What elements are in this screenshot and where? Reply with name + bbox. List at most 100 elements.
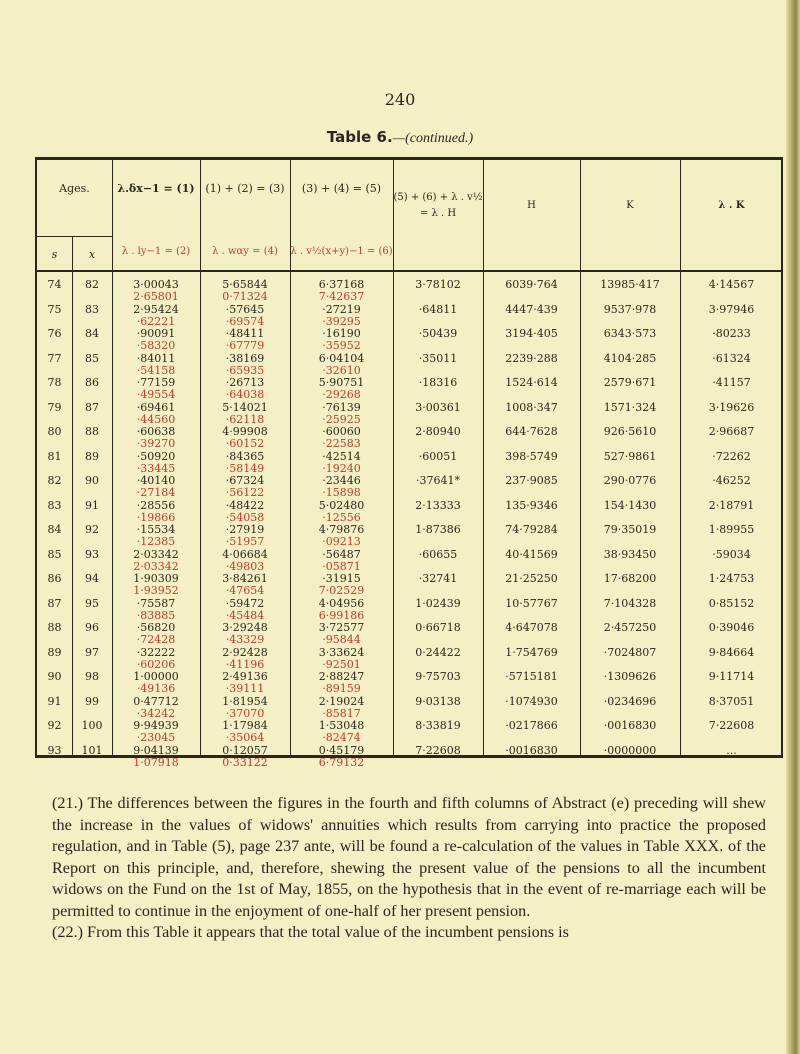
cell-c5: 1·53048 <box>318 719 365 732</box>
cell-K: 2·457250 <box>603 621 657 634</box>
cell-c4: ·41196 <box>225 657 265 671</box>
cell-c5: 2·19024 <box>318 694 365 708</box>
cell-c6: ·35952 <box>322 339 361 352</box>
cell-x: 93 <box>85 547 99 561</box>
cell-s: 82 <box>47 474 62 487</box>
cell-c5: ·31915 <box>322 572 361 585</box>
paragraph-22: (22.) From this Table it appears that th… <box>52 923 569 941</box>
cell-c56: ·50439 <box>418 327 458 340</box>
cell-lK: ·61324 <box>712 351 751 365</box>
cell-c4: ·39111 <box>225 682 265 695</box>
cell-H: 4447·439 <box>505 302 558 316</box>
cell-c56: 1·02439 <box>415 596 461 610</box>
header-col3: (1) + (2) = (3) <box>205 182 285 195</box>
cell-lK: 0·85152 <box>708 596 755 610</box>
cell-H: 1524·614 <box>505 376 558 389</box>
cell-K: 9537·978 <box>603 302 657 316</box>
cell-c2: ·49554 <box>136 388 176 401</box>
cell-s: 93 <box>47 743 62 757</box>
cell-c5: ·76139 <box>322 400 361 414</box>
cell-c6: ·12556 <box>322 510 361 524</box>
cell-c6: 7·42637 <box>318 290 365 303</box>
header-x: x <box>88 248 96 261</box>
cell-c1: ·90091 <box>136 327 176 340</box>
cell-s: 89 <box>47 645 62 659</box>
cell-c4: ·67779 <box>225 339 265 352</box>
cell-H: 4·647078 <box>505 621 558 634</box>
cell-lK: ·59034 <box>712 547 751 561</box>
cell-c5: ·16190 <box>322 327 361 340</box>
header-ages: Ages. <box>59 182 90 195</box>
cell-c5: ·42514 <box>322 449 361 463</box>
cell-c4: ·45484 <box>225 608 265 622</box>
cell-x: 84 <box>85 327 99 340</box>
cell-K: 527·9861 <box>603 449 657 463</box>
cell-c1: ·84011 <box>136 351 176 365</box>
cell-H: 10·57767 <box>505 596 558 610</box>
cell-K: 38·93450 <box>603 547 657 561</box>
cell-c6: 7·02529 <box>318 584 365 597</box>
cell-c6: ·29268 <box>322 388 361 401</box>
cell-c1: ·77159 <box>136 376 176 389</box>
cell-c56: 9·75703 <box>415 670 461 683</box>
cell-c3: 1·17984 <box>222 719 268 732</box>
cell-lK: 1·24753 <box>708 572 755 585</box>
cell-x: 91 <box>85 498 99 512</box>
cell-c4: ·58149 <box>225 461 265 475</box>
cell-c4: ·64038 <box>225 388 265 401</box>
cell-c1: 0·47712 <box>133 694 179 708</box>
cell-x: 89 <box>85 449 99 463</box>
cell-s: 84 <box>47 523 62 536</box>
cell-c4: ·37070 <box>225 706 265 720</box>
cell-lK: 9·11714 <box>708 670 755 683</box>
cell-s: 78 <box>47 376 62 389</box>
cell-c2: ·58320 <box>136 339 176 352</box>
cell-x: 99 <box>85 694 99 708</box>
cell-c1: ·32222 <box>136 645 176 659</box>
cell-c56: 7·22608 <box>415 743 461 757</box>
cell-H: 1·754769 <box>505 645 558 659</box>
cell-c3: ·84365 <box>225 449 265 463</box>
cell-H: 6039·764 <box>505 278 558 291</box>
cell-c3: ·48422 <box>225 498 265 512</box>
cell-K: 290·0776 <box>603 474 657 487</box>
cell-c3: 4·99908 <box>222 425 268 438</box>
cell-c4: ·51957 <box>225 535 265 548</box>
table-title-suffix: —(continued.) <box>392 131 474 146</box>
cell-lK: 2·18791 <box>708 498 755 512</box>
cell-H: 21·25250 <box>505 572 558 585</box>
cell-c5: ·23446 <box>322 474 361 487</box>
cell-c56: 2·13333 <box>415 498 461 512</box>
cell-c2: 1·07918 <box>133 755 179 769</box>
cell-s: 74 <box>47 278 62 291</box>
cell-K: 4104·285 <box>603 351 657 365</box>
cell-c2: ·54158 <box>136 363 176 377</box>
cell-c5: 6·37168 <box>318 278 365 291</box>
cell-c2: 2·03342 <box>133 559 179 573</box>
header-divider <box>37 270 783 272</box>
cell-c1: 2·95424 <box>133 302 179 316</box>
header-col5: (3) + (4) = (5) <box>301 182 382 195</box>
cell-c6: ·15898 <box>322 486 361 499</box>
cell-c2: ·23045 <box>136 731 176 744</box>
header-col4: λ . wαy = (4) <box>212 246 278 257</box>
cell-c56: ·60051 <box>418 449 458 463</box>
cell-c3: 1·81954 <box>222 694 268 708</box>
divider <box>72 236 73 755</box>
header-col2: λ . ly−1 = (2) <box>121 246 191 257</box>
cell-c4: ·49803 <box>225 559 265 573</box>
cell-lK: 9·84664 <box>708 645 755 659</box>
cell-c3: ·48411 <box>225 327 265 340</box>
cell-c56: ·32741 <box>418 572 458 585</box>
cell-s: 75 <box>47 302 62 316</box>
cell-K: ·0234696 <box>603 694 657 708</box>
cell-lK: 0·39046 <box>708 621 755 634</box>
cell-c3: 5·65844 <box>222 278 268 291</box>
cell-lK: ... <box>726 743 737 757</box>
cell-x: 85 <box>85 351 99 365</box>
cell-c1: 1·00000 <box>133 670 179 683</box>
table-title: Table 6.—(continued.) <box>0 128 800 147</box>
divider <box>393 160 394 755</box>
cell-c2: ·62221 <box>136 314 176 328</box>
cell-c1: 1·90309 <box>133 572 179 585</box>
